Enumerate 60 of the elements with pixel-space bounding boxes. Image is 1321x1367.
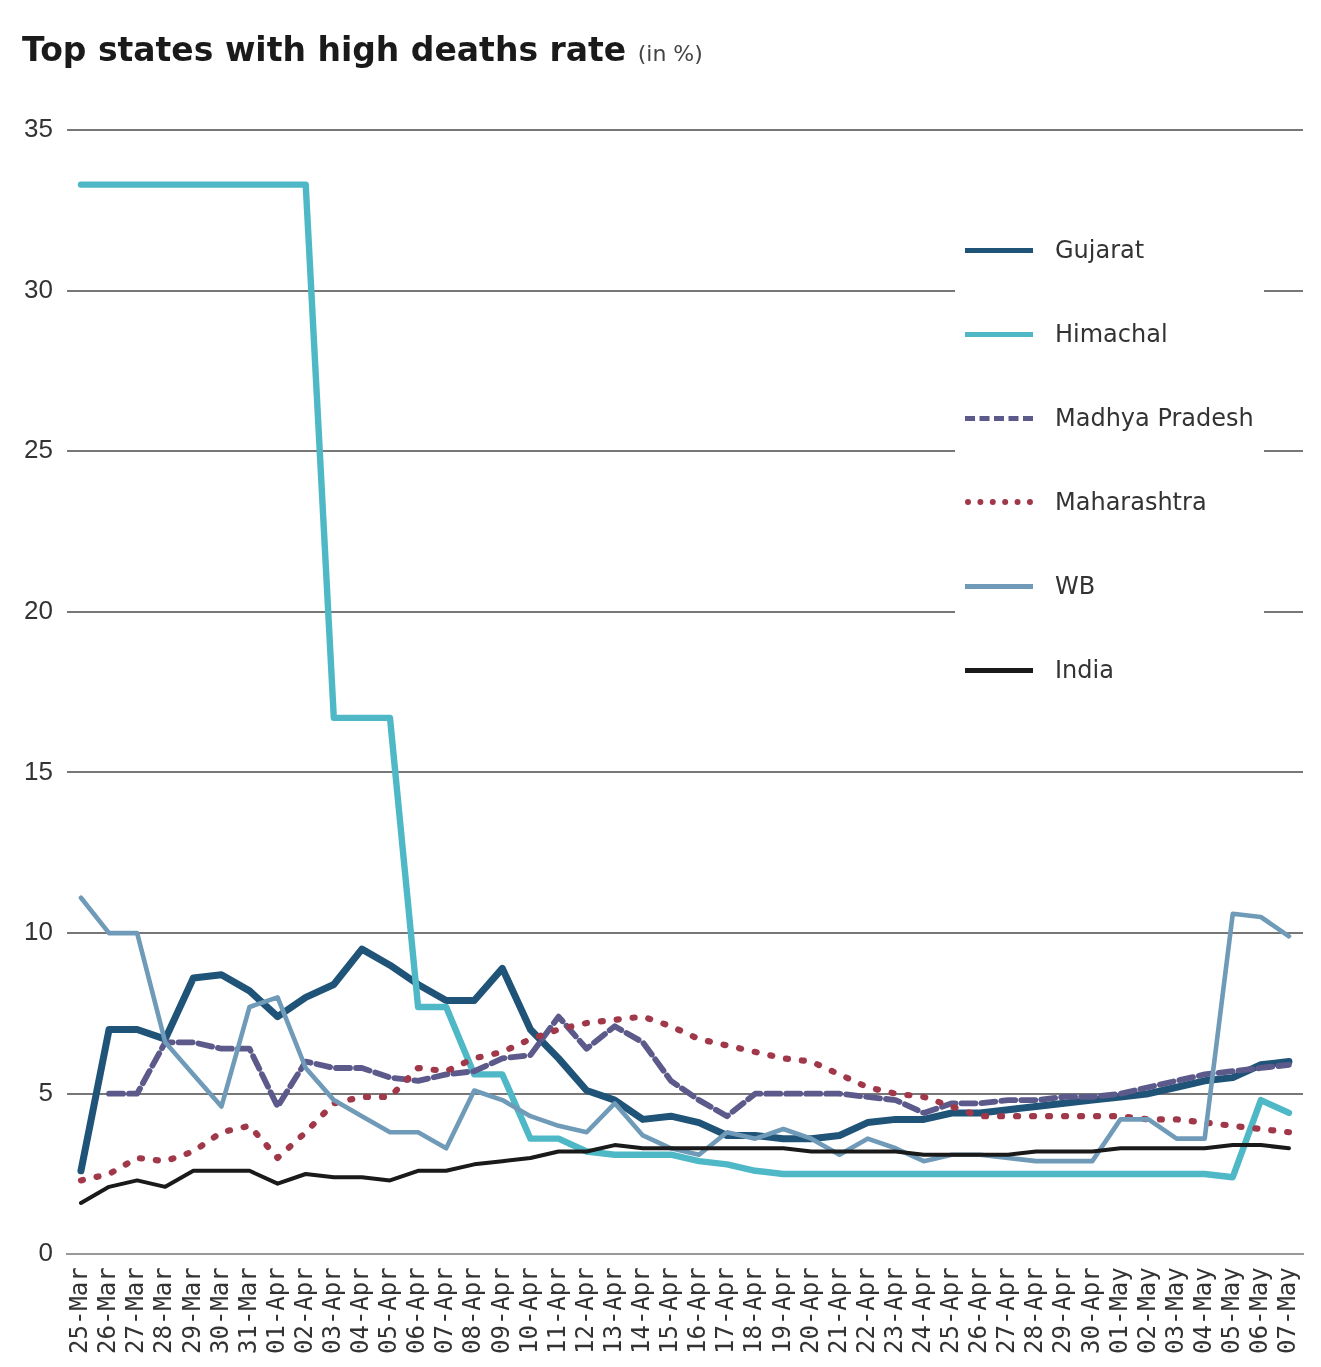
legend-label: Maharashtra bbox=[1055, 488, 1207, 516]
x-tick-label: 21-Apr bbox=[823, 1267, 852, 1355]
x-tick-label: 01-May bbox=[1104, 1267, 1133, 1355]
x-tick-label: 05-Apr bbox=[374, 1267, 403, 1355]
y-tick-label: 30 bbox=[24, 273, 53, 304]
x-tick-label: 14-Apr bbox=[627, 1267, 656, 1355]
chart-subtitle: (in %) bbox=[637, 41, 703, 66]
x-tick-label: 02-Apr bbox=[289, 1267, 318, 1355]
x-tick-label: 28-Apr bbox=[1020, 1267, 1049, 1355]
x-tick-label: 12-Apr bbox=[570, 1267, 599, 1355]
legend-label: India bbox=[1055, 656, 1114, 684]
x-tick-label: 11-Apr bbox=[542, 1267, 571, 1355]
y-tick-label: 20 bbox=[24, 595, 53, 626]
y-tick-label: 0 bbox=[38, 1237, 53, 1268]
x-tick-label: 13-Apr bbox=[598, 1267, 627, 1355]
x-tick-label: 16-Apr bbox=[683, 1267, 712, 1355]
x-tick-label: 01-Apr bbox=[261, 1267, 290, 1355]
y-tick-label: 5 bbox=[38, 1076, 53, 1107]
x-tick-label: 08-Apr bbox=[458, 1267, 487, 1355]
x-tick-label: 23-Apr bbox=[879, 1267, 908, 1355]
x-tick-label: 26-Mar bbox=[93, 1267, 122, 1355]
x-tick-label: 28-Mar bbox=[149, 1267, 178, 1355]
x-tick-label: 18-Apr bbox=[739, 1267, 768, 1355]
x-tick-label: 31-Mar bbox=[233, 1267, 262, 1355]
legend-label: Gujarat bbox=[1055, 236, 1145, 264]
x-tick-label: 06-May bbox=[1245, 1267, 1274, 1355]
x-tick-label: 04-Apr bbox=[346, 1267, 375, 1355]
y-tick-label: 15 bbox=[24, 755, 53, 786]
x-tick-label: 22-Apr bbox=[851, 1267, 880, 1355]
legend-label: Himachal bbox=[1055, 320, 1168, 348]
x-tick-label: 17-Apr bbox=[711, 1267, 740, 1355]
x-tick-label: 30-Apr bbox=[1076, 1267, 1105, 1355]
x-tick-label: 25-Apr bbox=[936, 1267, 965, 1355]
x-tick-label: 29-Apr bbox=[1048, 1267, 1077, 1355]
legend-label: WB bbox=[1055, 572, 1096, 600]
x-tick-label: 07-Apr bbox=[430, 1267, 459, 1355]
x-tick-label: 15-Apr bbox=[655, 1267, 684, 1355]
x-tick-label: 03-Apr bbox=[318, 1267, 347, 1355]
x-tick-label: 06-Apr bbox=[402, 1267, 431, 1355]
x-tick-label: 27-Apr bbox=[992, 1267, 1021, 1355]
x-tick-label: 05-May bbox=[1217, 1267, 1245, 1355]
x-tick-label: 07-May bbox=[1273, 1267, 1302, 1355]
x-tick-label: 19-Apr bbox=[767, 1267, 796, 1355]
x-tick-label: 27-Mar bbox=[121, 1267, 150, 1355]
x-tick-label: 10-Apr bbox=[514, 1267, 543, 1355]
x-tick-label: 20-Apr bbox=[795, 1267, 824, 1355]
chart-title: Top states with high deaths rate bbox=[22, 30, 627, 69]
x-tick-label: 29-Mar bbox=[177, 1267, 206, 1355]
x-tick-label: 03-May bbox=[1160, 1267, 1189, 1355]
x-tick-label: 09-Apr bbox=[486, 1267, 515, 1355]
x-tick-label: 25-Mar bbox=[65, 1267, 94, 1355]
y-tick-label: 25 bbox=[24, 434, 53, 465]
legend-label: Madhya Pradesh bbox=[1055, 404, 1254, 432]
x-tick-label: 26-Apr bbox=[964, 1267, 993, 1355]
y-tick-label: 10 bbox=[24, 916, 53, 947]
x-tick-label: 04-May bbox=[1188, 1267, 1217, 1355]
y-tick-label: 35 bbox=[24, 113, 53, 144]
x-tick-label: 30-Mar bbox=[205, 1267, 234, 1355]
x-tick-label: 02-May bbox=[1132, 1267, 1161, 1355]
x-tick-label: 24-Apr bbox=[907, 1267, 936, 1355]
